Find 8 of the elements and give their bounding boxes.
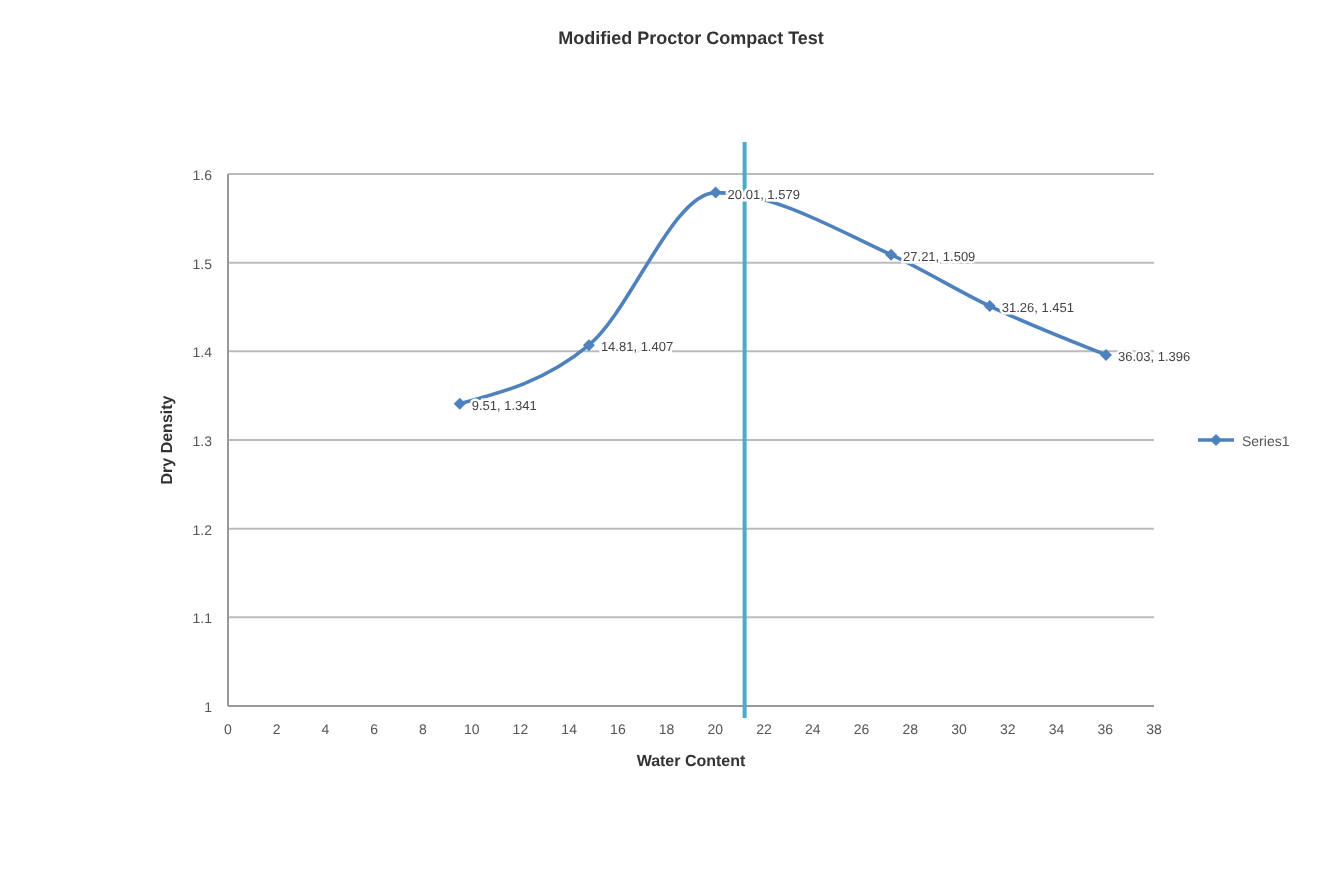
chart-title: Modified Proctor Compact Test (558, 28, 824, 48)
point (983, 300, 996, 313)
point (1099, 348, 1112, 361)
x-axis-title: Water Content (636, 752, 747, 770)
y-axis-title: Dry Density (158, 394, 176, 485)
point (453, 397, 466, 410)
point (885, 248, 898, 261)
point (582, 339, 595, 352)
